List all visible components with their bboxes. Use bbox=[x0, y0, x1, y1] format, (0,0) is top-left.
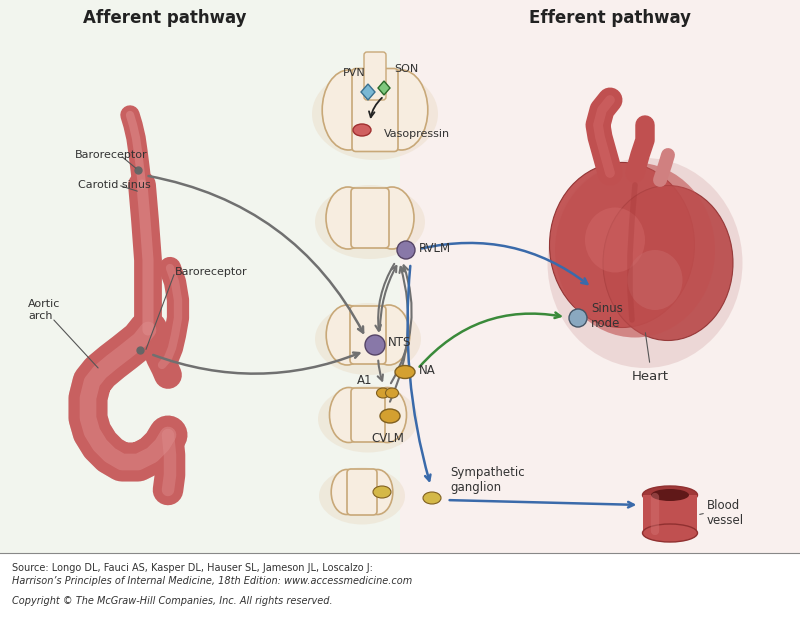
Text: Sympathetic
ganglion: Sympathetic ganglion bbox=[450, 466, 525, 494]
Text: Blood
vessel: Blood vessel bbox=[707, 499, 744, 527]
Polygon shape bbox=[361, 84, 375, 100]
Text: NA: NA bbox=[419, 364, 436, 377]
Ellipse shape bbox=[315, 185, 425, 259]
Ellipse shape bbox=[368, 305, 410, 365]
Circle shape bbox=[397, 241, 415, 259]
Ellipse shape bbox=[331, 470, 362, 514]
Text: Efferent pathway: Efferent pathway bbox=[529, 9, 691, 27]
Ellipse shape bbox=[547, 158, 742, 368]
Text: Aortic
arch: Aortic arch bbox=[28, 299, 60, 321]
FancyBboxPatch shape bbox=[350, 306, 386, 364]
Ellipse shape bbox=[423, 492, 441, 504]
Text: Vasopressin: Vasopressin bbox=[384, 129, 450, 139]
Text: SON: SON bbox=[394, 64, 418, 74]
Text: Carotid sinus: Carotid sinus bbox=[78, 180, 150, 190]
FancyBboxPatch shape bbox=[643, 495, 697, 533]
Ellipse shape bbox=[395, 365, 415, 379]
FancyBboxPatch shape bbox=[364, 52, 386, 100]
Ellipse shape bbox=[362, 470, 393, 514]
Ellipse shape bbox=[330, 387, 368, 443]
Ellipse shape bbox=[550, 163, 694, 327]
Ellipse shape bbox=[318, 386, 418, 453]
Text: Sinus
node: Sinus node bbox=[591, 302, 623, 330]
Ellipse shape bbox=[642, 486, 698, 504]
Text: CVLM: CVLM bbox=[371, 432, 405, 445]
Text: Source: Longo DL, Fauci AS, Kasper DL, Hauser SL, Jameson JL, Loscalzo J:: Source: Longo DL, Fauci AS, Kasper DL, H… bbox=[12, 563, 373, 573]
Ellipse shape bbox=[373, 486, 391, 498]
Ellipse shape bbox=[312, 68, 438, 160]
Ellipse shape bbox=[603, 185, 733, 340]
Circle shape bbox=[365, 335, 385, 355]
Ellipse shape bbox=[370, 187, 414, 249]
FancyBboxPatch shape bbox=[351, 188, 389, 248]
Ellipse shape bbox=[326, 187, 370, 249]
Ellipse shape bbox=[555, 163, 715, 337]
Text: Copyright © The McGraw-Hill Companies, Inc. All rights reserved.: Copyright © The McGraw-Hill Companies, I… bbox=[12, 596, 333, 606]
FancyBboxPatch shape bbox=[347, 469, 377, 515]
Ellipse shape bbox=[322, 70, 375, 150]
FancyBboxPatch shape bbox=[0, 0, 400, 553]
Ellipse shape bbox=[353, 124, 371, 136]
Ellipse shape bbox=[380, 409, 400, 423]
FancyBboxPatch shape bbox=[352, 68, 398, 151]
Ellipse shape bbox=[642, 524, 698, 542]
Ellipse shape bbox=[319, 467, 405, 524]
Text: RVLM: RVLM bbox=[419, 242, 451, 254]
Text: Baroreceptor: Baroreceptor bbox=[75, 150, 148, 160]
Ellipse shape bbox=[377, 388, 390, 398]
Polygon shape bbox=[378, 81, 390, 95]
Ellipse shape bbox=[368, 387, 406, 443]
FancyBboxPatch shape bbox=[351, 388, 385, 442]
Text: Harrison’s Principles of Internal Medicine, 18th Edition: www.accessmedicine.com: Harrison’s Principles of Internal Medici… bbox=[12, 576, 412, 586]
Ellipse shape bbox=[386, 388, 398, 398]
FancyBboxPatch shape bbox=[400, 0, 800, 553]
Text: PVN: PVN bbox=[343, 68, 366, 78]
Ellipse shape bbox=[315, 303, 421, 375]
Text: Baroreceptor: Baroreceptor bbox=[175, 267, 248, 277]
Ellipse shape bbox=[375, 70, 428, 150]
Ellipse shape bbox=[326, 305, 368, 365]
Ellipse shape bbox=[651, 489, 689, 501]
Text: Heart: Heart bbox=[631, 370, 669, 383]
Circle shape bbox=[569, 309, 587, 327]
Ellipse shape bbox=[585, 207, 645, 273]
Text: NTS: NTS bbox=[388, 337, 411, 350]
Text: Afferent pathway: Afferent pathway bbox=[83, 9, 246, 27]
Text: A1: A1 bbox=[357, 374, 372, 387]
Ellipse shape bbox=[627, 250, 682, 310]
